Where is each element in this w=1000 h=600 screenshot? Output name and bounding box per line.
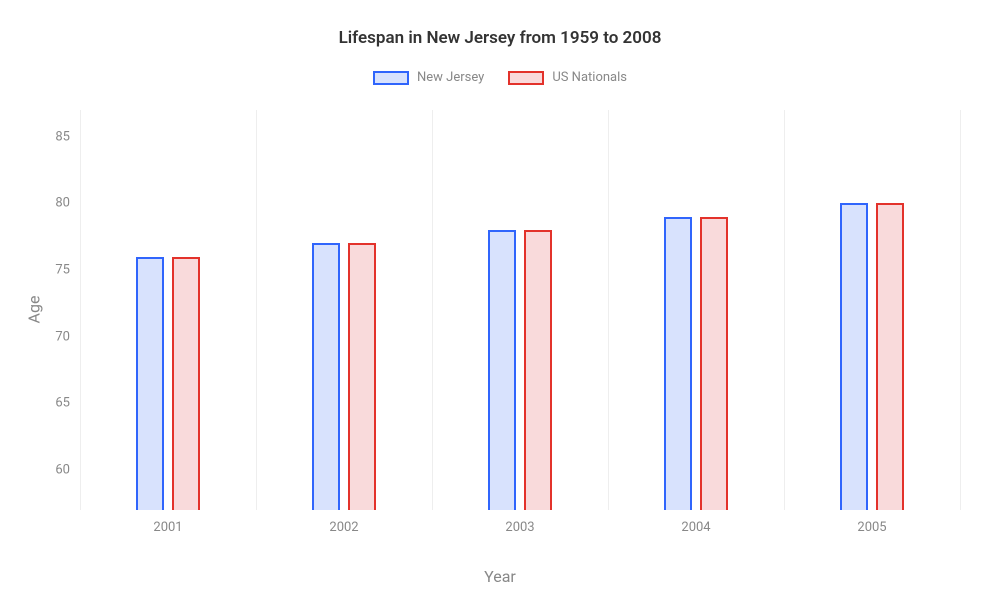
bar [312, 243, 340, 510]
x-tick-label: 2002 [329, 520, 358, 535]
y-tick-label: 60 [55, 463, 70, 478]
legend-item-us-nationals: US Nationals [508, 70, 627, 85]
chart-title: Lifespan in New Jersey from 1959 to 2008 [0, 0, 1000, 48]
bar [136, 257, 164, 510]
y-tick-label: 85 [55, 129, 70, 144]
gridline [432, 110, 433, 510]
bar [348, 243, 376, 510]
legend-label-new-jersey: New Jersey [417, 70, 484, 85]
x-tick-label: 2003 [505, 520, 534, 535]
bar [524, 230, 552, 510]
gridline [784, 110, 785, 510]
bar [876, 203, 904, 510]
legend-label-us-nationals: US Nationals [552, 70, 627, 85]
gridline [256, 110, 257, 510]
legend: New Jersey US Nationals [0, 70, 1000, 85]
chart-container: Lifespan in New Jersey from 1959 to 2008… [0, 0, 1000, 600]
x-tick-label: 2004 [681, 520, 710, 535]
y-tick-label: 65 [55, 396, 70, 411]
gridline [608, 110, 609, 510]
y-tick-label: 75 [55, 263, 70, 278]
legend-swatch-new-jersey [373, 71, 409, 85]
bar [488, 230, 516, 510]
y-axis-label: Age [24, 296, 43, 324]
x-tick-label: 2001 [153, 520, 182, 535]
bar [700, 217, 728, 510]
y-tick-label: 70 [55, 329, 70, 344]
gridline [80, 110, 81, 510]
gridline [960, 110, 961, 510]
bar [664, 217, 692, 510]
x-axis-label: Year [0, 567, 1000, 586]
bar [172, 257, 200, 510]
plot-area: 60657075808520012002200320042005 [80, 110, 960, 510]
y-tick-label: 80 [55, 196, 70, 211]
legend-swatch-us-nationals [508, 71, 544, 85]
legend-item-new-jersey: New Jersey [373, 70, 484, 85]
x-tick-label: 2005 [857, 520, 886, 535]
bar [840, 203, 868, 510]
